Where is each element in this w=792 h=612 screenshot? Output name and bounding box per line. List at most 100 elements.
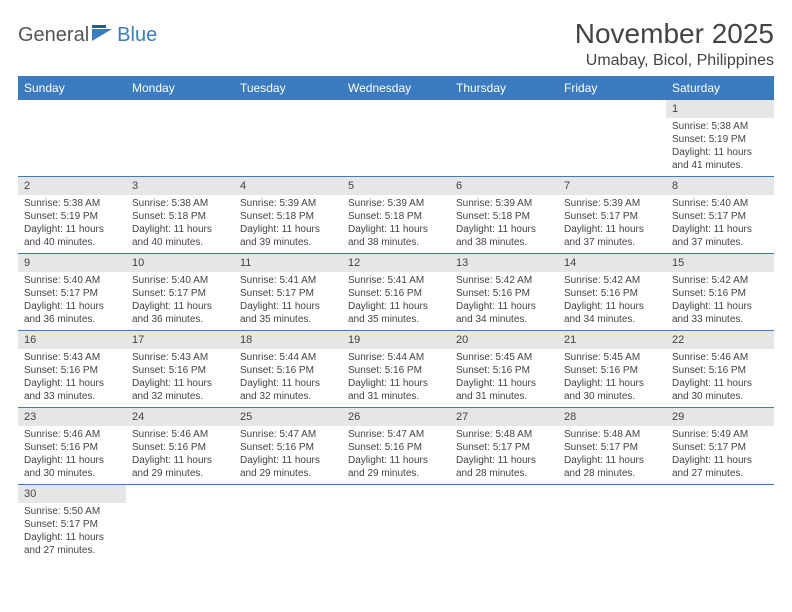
calendar-day-cell: 11Sunrise: 5:41 AMSunset: 5:17 PMDayligh… (234, 254, 342, 331)
day-number: 5 (342, 177, 450, 195)
sunset-text: Sunset: 5:19 PM (24, 210, 120, 223)
logo: General Blue (18, 18, 157, 47)
weekday-header: Saturday (666, 76, 774, 100)
day-details: Sunrise: 5:39 AMSunset: 5:17 PMDaylight:… (558, 195, 666, 253)
calendar-week-row: 23Sunrise: 5:46 AMSunset: 5:16 PMDayligh… (18, 408, 774, 485)
day-number: 14 (558, 254, 666, 272)
sunrise-text: Sunrise: 5:48 AM (456, 428, 552, 441)
calendar-header-row: SundayMondayTuesdayWednesdayThursdayFrid… (18, 76, 774, 100)
sunset-text: Sunset: 5:18 PM (456, 210, 552, 223)
day-number: 27 (450, 408, 558, 426)
daylight-text: Daylight: 11 hours and 36 minutes. (132, 300, 228, 326)
sunset-text: Sunset: 5:16 PM (348, 441, 444, 454)
calendar-page: General Blue November 2025 Umabay, Bicol… (0, 0, 792, 561)
daylight-text: Daylight: 11 hours and 30 minutes. (24, 454, 120, 480)
sunset-text: Sunset: 5:16 PM (564, 287, 660, 300)
day-number: 24 (126, 408, 234, 426)
daylight-text: Daylight: 11 hours and 40 minutes. (132, 223, 228, 249)
sunrise-text: Sunrise: 5:40 AM (132, 274, 228, 287)
calendar-day-cell: 26Sunrise: 5:47 AMSunset: 5:16 PMDayligh… (342, 408, 450, 485)
sunrise-text: Sunrise: 5:44 AM (348, 351, 444, 364)
day-details: Sunrise: 5:42 AMSunset: 5:16 PMDaylight:… (666, 272, 774, 330)
calendar-day-cell: 21Sunrise: 5:45 AMSunset: 5:16 PMDayligh… (558, 331, 666, 408)
daylight-text: Daylight: 11 hours and 37 minutes. (672, 223, 768, 249)
day-details: Sunrise: 5:43 AMSunset: 5:16 PMDaylight:… (18, 349, 126, 407)
day-details: Sunrise: 5:49 AMSunset: 5:17 PMDaylight:… (666, 426, 774, 484)
calendar-week-row: 1Sunrise: 5:38 AMSunset: 5:19 PMDaylight… (18, 100, 774, 177)
day-details: Sunrise: 5:44 AMSunset: 5:16 PMDaylight:… (342, 349, 450, 407)
day-number: 17 (126, 331, 234, 349)
daylight-text: Daylight: 11 hours and 38 minutes. (456, 223, 552, 249)
day-number: 22 (666, 331, 774, 349)
sunset-text: Sunset: 5:16 PM (564, 364, 660, 377)
sunrise-text: Sunrise: 5:47 AM (240, 428, 336, 441)
day-details: Sunrise: 5:45 AMSunset: 5:16 PMDaylight:… (558, 349, 666, 407)
day-details: Sunrise: 5:50 AMSunset: 5:17 PMDaylight:… (18, 503, 126, 561)
daylight-text: Daylight: 11 hours and 29 minutes. (132, 454, 228, 480)
sunset-text: Sunset: 5:16 PM (672, 287, 768, 300)
calendar-empty-cell (558, 485, 666, 562)
day-details: Sunrise: 5:44 AMSunset: 5:16 PMDaylight:… (234, 349, 342, 407)
daylight-text: Daylight: 11 hours and 35 minutes. (240, 300, 336, 326)
weekday-header: Monday (126, 76, 234, 100)
sunset-text: Sunset: 5:17 PM (24, 518, 120, 531)
weekday-header: Thursday (450, 76, 558, 100)
daylight-text: Daylight: 11 hours and 36 minutes. (24, 300, 120, 326)
sunset-text: Sunset: 5:17 PM (132, 287, 228, 300)
calendar-empty-cell (450, 100, 558, 177)
day-number: 15 (666, 254, 774, 272)
sunrise-text: Sunrise: 5:39 AM (240, 197, 336, 210)
calendar-day-cell: 4Sunrise: 5:39 AMSunset: 5:18 PMDaylight… (234, 177, 342, 254)
sunset-text: Sunset: 5:19 PM (672, 133, 768, 146)
daylight-text: Daylight: 11 hours and 29 minutes. (348, 454, 444, 480)
calendar-empty-cell (234, 100, 342, 177)
sunrise-text: Sunrise: 5:42 AM (564, 274, 660, 287)
day-number: 6 (450, 177, 558, 195)
weekday-header: Wednesday (342, 76, 450, 100)
sunset-text: Sunset: 5:16 PM (348, 364, 444, 377)
calendar-day-cell: 19Sunrise: 5:44 AMSunset: 5:16 PMDayligh… (342, 331, 450, 408)
day-details: Sunrise: 5:38 AMSunset: 5:18 PMDaylight:… (126, 195, 234, 253)
day-number: 21 (558, 331, 666, 349)
day-number: 1 (666, 100, 774, 118)
day-number: 11 (234, 254, 342, 272)
calendar-table: SundayMondayTuesdayWednesdayThursdayFrid… (18, 76, 774, 561)
calendar-day-cell: 28Sunrise: 5:48 AMSunset: 5:17 PMDayligh… (558, 408, 666, 485)
flag-icon (92, 25, 114, 46)
calendar-day-cell: 12Sunrise: 5:41 AMSunset: 5:16 PMDayligh… (342, 254, 450, 331)
day-details: Sunrise: 5:46 AMSunset: 5:16 PMDaylight:… (666, 349, 774, 407)
day-details: Sunrise: 5:47 AMSunset: 5:16 PMDaylight:… (342, 426, 450, 484)
day-details: Sunrise: 5:38 AMSunset: 5:19 PMDaylight:… (666, 118, 774, 176)
sunset-text: Sunset: 5:16 PM (24, 364, 120, 377)
sunrise-text: Sunrise: 5:50 AM (24, 505, 120, 518)
calendar-day-cell: 1Sunrise: 5:38 AMSunset: 5:19 PMDaylight… (666, 100, 774, 177)
daylight-text: Daylight: 11 hours and 29 minutes. (240, 454, 336, 480)
calendar-empty-cell (342, 100, 450, 177)
daylight-text: Daylight: 11 hours and 35 minutes. (348, 300, 444, 326)
calendar-empty-cell (126, 485, 234, 562)
day-details: Sunrise: 5:46 AMSunset: 5:16 PMDaylight:… (18, 426, 126, 484)
sunrise-text: Sunrise: 5:39 AM (348, 197, 444, 210)
day-number: 23 (18, 408, 126, 426)
day-details: Sunrise: 5:43 AMSunset: 5:16 PMDaylight:… (126, 349, 234, 407)
day-details: Sunrise: 5:40 AMSunset: 5:17 PMDaylight:… (126, 272, 234, 330)
day-details: Sunrise: 5:40 AMSunset: 5:17 PMDaylight:… (666, 195, 774, 253)
calendar-week-row: 16Sunrise: 5:43 AMSunset: 5:16 PMDayligh… (18, 331, 774, 408)
day-details: Sunrise: 5:46 AMSunset: 5:16 PMDaylight:… (126, 426, 234, 484)
daylight-text: Daylight: 11 hours and 34 minutes. (456, 300, 552, 326)
calendar-day-cell: 20Sunrise: 5:45 AMSunset: 5:16 PMDayligh… (450, 331, 558, 408)
sunrise-text: Sunrise: 5:38 AM (24, 197, 120, 210)
sunset-text: Sunset: 5:16 PM (456, 287, 552, 300)
sunset-text: Sunset: 5:18 PM (240, 210, 336, 223)
daylight-text: Daylight: 11 hours and 27 minutes. (24, 531, 120, 557)
daylight-text: Daylight: 11 hours and 31 minutes. (348, 377, 444, 403)
day-number: 30 (18, 485, 126, 503)
calendar-day-cell: 5Sunrise: 5:39 AMSunset: 5:18 PMDaylight… (342, 177, 450, 254)
daylight-text: Daylight: 11 hours and 32 minutes. (132, 377, 228, 403)
daylight-text: Daylight: 11 hours and 28 minutes. (564, 454, 660, 480)
calendar-body: 1Sunrise: 5:38 AMSunset: 5:19 PMDaylight… (18, 100, 774, 561)
sunset-text: Sunset: 5:17 PM (24, 287, 120, 300)
calendar-day-cell: 29Sunrise: 5:49 AMSunset: 5:17 PMDayligh… (666, 408, 774, 485)
calendar-day-cell: 6Sunrise: 5:39 AMSunset: 5:18 PMDaylight… (450, 177, 558, 254)
daylight-text: Daylight: 11 hours and 28 minutes. (456, 454, 552, 480)
